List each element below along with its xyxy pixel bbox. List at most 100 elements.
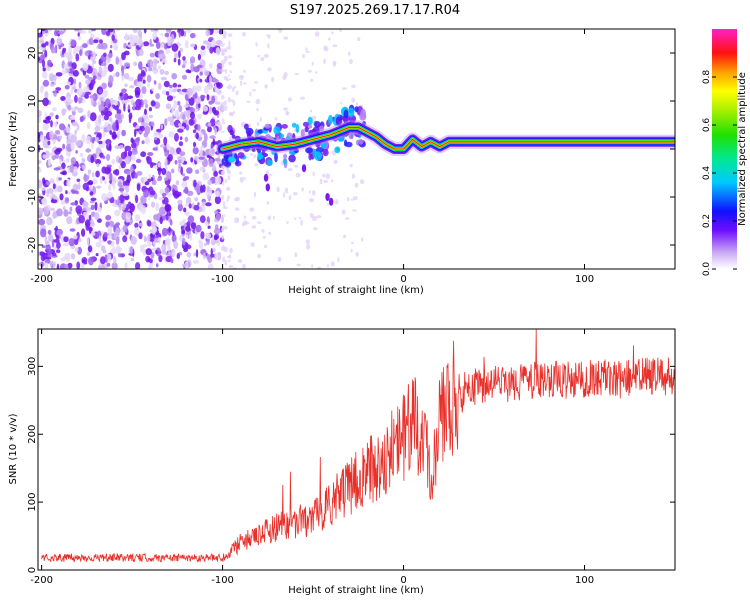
- heatmap-cell: [92, 75, 97, 80]
- heatmap-cell: [65, 190, 68, 195]
- snr-y-tick-label: 0: [27, 567, 38, 573]
- heatmap-cell: [211, 77, 217, 83]
- heatmap-cell: [85, 186, 89, 192]
- heatmap-cell: [222, 121, 226, 125]
- heatmap-cell: [193, 204, 200, 211]
- heatmap-cell: [103, 114, 109, 121]
- heatmap-cell: [121, 205, 126, 211]
- heatmap-cell: [207, 179, 212, 186]
- colorbar-tick-label: 0.2: [702, 214, 712, 228]
- heatmap-cell: [213, 235, 218, 241]
- heatmap-cell: [237, 259, 243, 263]
- heatmap-cell: [312, 171, 315, 177]
- heatmap-cell: [79, 152, 84, 158]
- heatmap-cell: [214, 195, 221, 205]
- heatmap-cell: [206, 255, 212, 260]
- heatmap-cell: [195, 185, 202, 193]
- heatmap-cell: [336, 146, 340, 152]
- heatmap-cell: [80, 30, 86, 34]
- heatmap-cell: [250, 242, 255, 247]
- heatmap-cell: [251, 215, 257, 220]
- heatmap-cell: [38, 160, 42, 165]
- heatmap-cell: [201, 201, 206, 206]
- heatmap-cell: [304, 126, 309, 133]
- heatmap-cell: [42, 71, 48, 79]
- heatmap-cell: [134, 227, 140, 237]
- heatmap-cell: [62, 170, 67, 176]
- heatmap-cell: [50, 120, 53, 128]
- heatmap-cell: [184, 244, 192, 250]
- heatmap-cell: [202, 105, 209, 112]
- heatmap-cell: [107, 63, 114, 72]
- heatmap-cell: [76, 178, 81, 182]
- heatmap-cell: [350, 248, 353, 253]
- heatmap-cell: [107, 191, 113, 199]
- heatmap-cell: [105, 139, 112, 145]
- heatmap-cell: [75, 190, 79, 195]
- heatmap-cell: [161, 167, 167, 176]
- heatmap-cell: [177, 128, 184, 133]
- heatmap-cell: [151, 201, 156, 208]
- heatmap-cell: [56, 241, 61, 249]
- heatmap-cell: [157, 82, 162, 90]
- heatmap-cell: [349, 58, 353, 64]
- heatmap-cell: [207, 263, 214, 269]
- heatmap-cell: [197, 202, 200, 206]
- heatmap-cell: [185, 101, 189, 108]
- heatmap-cell: [161, 58, 168, 63]
- heatmap-cell: [169, 146, 175, 156]
- heatmap-cell: [355, 251, 360, 257]
- heatmap-cell: [197, 124, 201, 132]
- heatmap-cell: [105, 59, 109, 65]
- heatmap-cell: [186, 251, 191, 258]
- heatmap-cell: [142, 79, 146, 84]
- heatmap-cell: [224, 47, 228, 53]
- heatmap-cell: [88, 226, 93, 232]
- heatmap-cell: [353, 195, 358, 201]
- heatmap-cell: [293, 191, 298, 196]
- heatmap-cell: [312, 190, 316, 196]
- heatmap-cell: [323, 58, 326, 64]
- heatmap-cell: [354, 106, 359, 113]
- heatmap-cell: [41, 198, 46, 204]
- heatmap-cell: [70, 88, 74, 95]
- heatmap-cell: [219, 104, 225, 113]
- heatmap-cell: [197, 113, 202, 120]
- heatmap-cell: [186, 87, 193, 97]
- heatmap-cell: [200, 94, 206, 99]
- heatmap-cell: [320, 141, 327, 149]
- heatmap-cell: [221, 234, 224, 240]
- heatmap-cell: [199, 166, 206, 172]
- heatmap-cell: [38, 114, 42, 124]
- heatmap-cell: [267, 42, 270, 49]
- heatmap-cell: [64, 252, 71, 258]
- heatmap-cell: [281, 160, 284, 166]
- heatmap-cell: [216, 62, 223, 69]
- heatmap-cell: [149, 43, 154, 47]
- heatmap-cell: [184, 186, 189, 194]
- heatmap-cell: [189, 56, 196, 64]
- heatmap-cell: [127, 76, 135, 82]
- spectrogram-ridge: [215, 104, 675, 206]
- heatmap-cell: [190, 157, 194, 163]
- heatmap-cell: [213, 227, 221, 235]
- heatmap-cell: [273, 126, 281, 135]
- heatmap-cell: [139, 125, 145, 132]
- heatmap-cell: [171, 184, 177, 193]
- heatmap-cell: [97, 207, 102, 213]
- heatmap-cell: [79, 49, 83, 56]
- heatmap-cell: [42, 67, 46, 72]
- heatmap-cell: [113, 44, 119, 51]
- heatmap-cell: [86, 206, 91, 213]
- heatmap-cell: [131, 142, 137, 149]
- heatmap-cell: [301, 164, 307, 173]
- heatmap-cell: [89, 186, 93, 190]
- heatmap-cell: [106, 124, 113, 133]
- heatmap-cell: [188, 118, 194, 126]
- heatmap-cell: [123, 50, 130, 56]
- heatmap-cell: [177, 199, 183, 205]
- heatmap-cell: [94, 137, 99, 142]
- heatmap-cell: [213, 170, 218, 177]
- heatmap-cell: [222, 206, 228, 210]
- heatmap-cell: [192, 107, 196, 113]
